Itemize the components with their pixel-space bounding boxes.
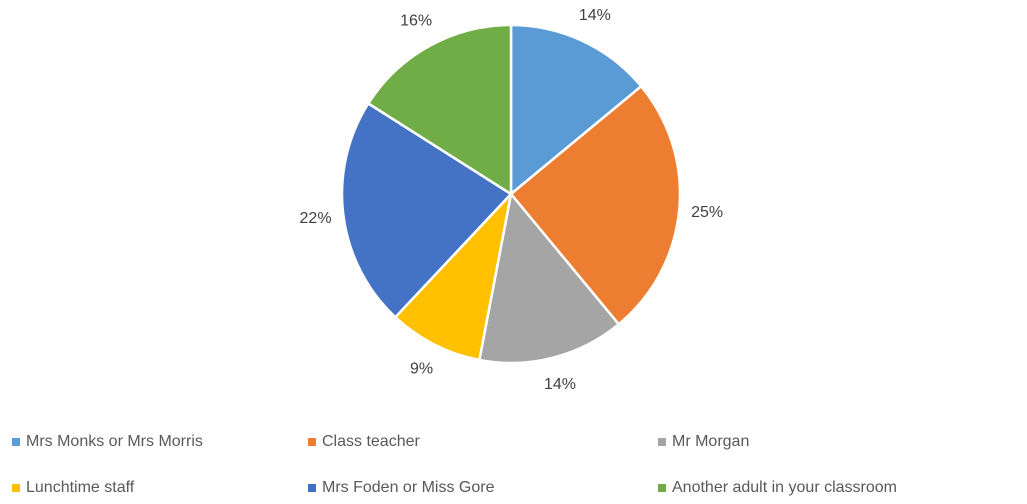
pie-slice (509, 84, 682, 326)
legend-swatch (658, 438, 666, 446)
legend-swatch (12, 484, 20, 492)
legend-label: Mr Morgan (672, 433, 749, 450)
legend-label: Class teacher (322, 433, 420, 450)
legend-swatch (12, 438, 20, 446)
legend-swatch (658, 484, 666, 492)
pie-slice (509, 23, 643, 197)
legend-label: Mrs Foden or Miss Gore (322, 479, 495, 496)
legend-label: Another adult in your classroom (672, 479, 897, 496)
legend-label: Mrs Monks or Mrs Morris (26, 433, 203, 450)
data-label: 14% (579, 7, 611, 24)
data-label: 22% (300, 210, 332, 227)
legend-swatch (308, 484, 316, 492)
data-label: 14% (544, 376, 576, 393)
data-label: 16% (400, 13, 432, 30)
pie-slice (477, 191, 621, 365)
data-label: 25% (691, 204, 723, 221)
data-label: 9% (410, 361, 433, 378)
legend-swatch (308, 438, 316, 446)
pie-slice (393, 190, 514, 362)
pie-slice (366, 23, 513, 197)
pie-slice (340, 101, 513, 319)
legend-label: Lunchtime staff (26, 479, 135, 496)
